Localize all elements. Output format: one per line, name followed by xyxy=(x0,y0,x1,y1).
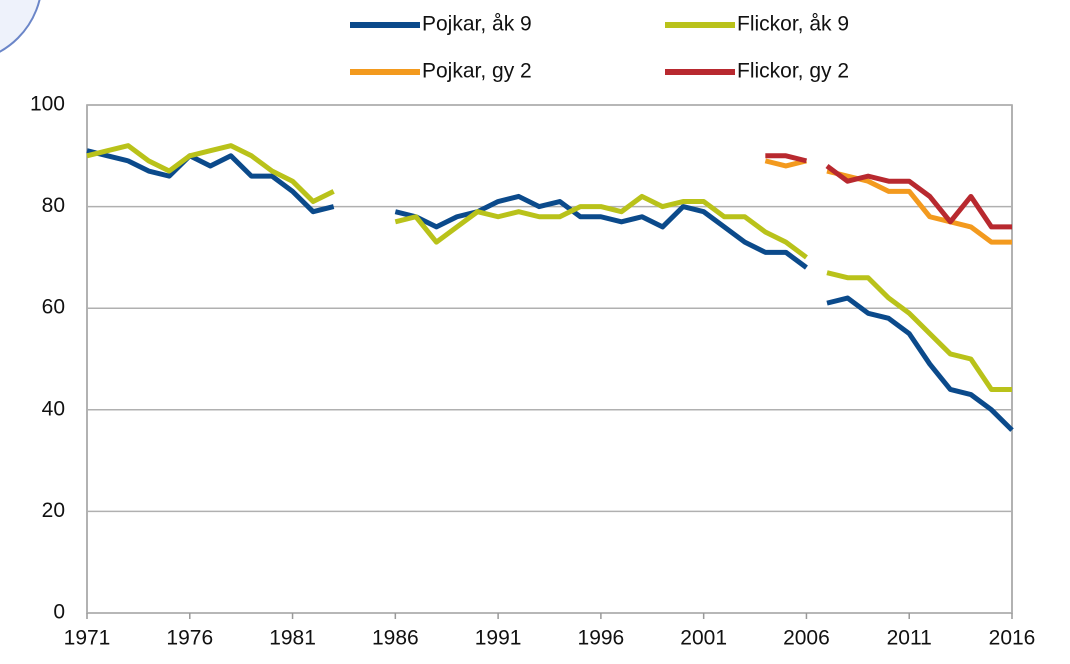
series-line xyxy=(826,295,1014,432)
series-line xyxy=(86,143,335,205)
series-line xyxy=(764,158,808,169)
legend-label: Flickor, gy 2 xyxy=(737,60,849,83)
y-tick-label: 40 xyxy=(42,397,65,420)
x-tick-label: 2006 xyxy=(783,627,830,650)
legend-label: Flickor, åk 9 xyxy=(737,13,849,36)
series-line xyxy=(394,193,808,270)
series-line xyxy=(86,148,335,215)
series-line xyxy=(765,153,808,164)
series-line xyxy=(394,193,808,260)
series-line xyxy=(825,163,1012,230)
x-tick-label: 1976 xyxy=(166,627,213,650)
series-line xyxy=(826,270,1012,392)
y-tick-label: 80 xyxy=(42,194,65,217)
y-tick-label: 100 xyxy=(30,93,65,116)
legend-label: Pojkar, åk 9 xyxy=(422,13,532,36)
x-tick-label: 1991 xyxy=(475,627,522,650)
y-tick-label: 0 xyxy=(53,601,65,624)
x-tick-label: 2001 xyxy=(680,627,727,650)
decoration xyxy=(0,0,41,53)
x-tick-label: 1971 xyxy=(64,627,111,650)
legend-label: Pojkar, gy 2 xyxy=(422,60,532,83)
x-tick-label: 2016 xyxy=(989,627,1036,650)
x-tick-label: 1986 xyxy=(372,627,419,650)
y-tick-label: 60 xyxy=(42,296,65,319)
y-tick-label: 20 xyxy=(42,499,65,522)
x-tick-label: 2011 xyxy=(887,627,932,650)
x-tick-label: 1996 xyxy=(578,627,625,650)
x-tick-label: 1981 xyxy=(269,627,316,650)
